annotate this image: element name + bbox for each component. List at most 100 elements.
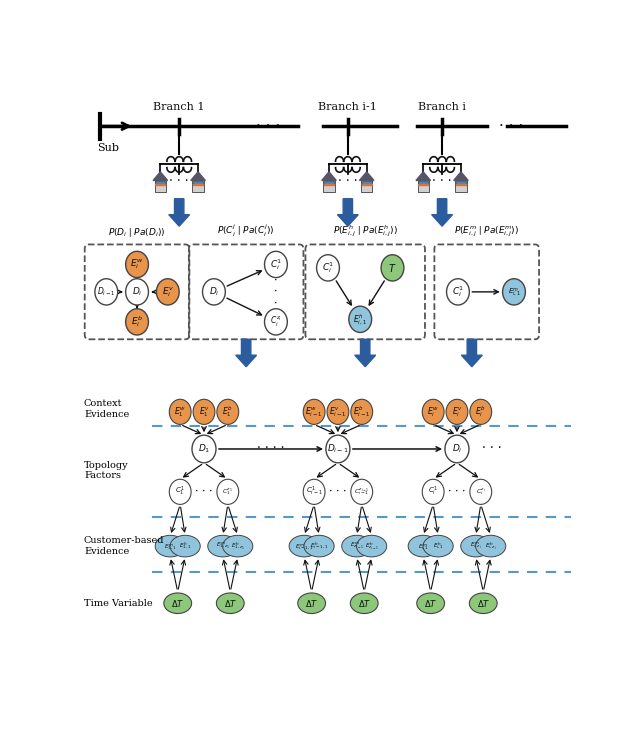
Polygon shape bbox=[324, 184, 334, 185]
Ellipse shape bbox=[417, 593, 445, 614]
Text: $C_i^{z_i}$: $C_i^{z_i}$ bbox=[476, 487, 486, 497]
Text: $E_i^w$: $E_i^w$ bbox=[427, 405, 439, 418]
Text: $E_i^v$: $E_i^v$ bbox=[162, 285, 174, 298]
Bar bbox=[361, 180, 372, 192]
Text: · · ·: · · · bbox=[329, 487, 347, 497]
Text: $E_{i-1}^w$: $E_{i-1}^w$ bbox=[305, 405, 323, 418]
Ellipse shape bbox=[408, 535, 438, 557]
Text: Branch i: Branch i bbox=[418, 102, 466, 112]
Circle shape bbox=[303, 479, 325, 505]
Text: $C_i^1$: $C_i^1$ bbox=[452, 284, 464, 299]
Text: $E_{1,1}^m$: $E_{1,1}^m$ bbox=[164, 542, 177, 551]
Text: $D_{i-1}$: $D_{i-1}$ bbox=[327, 443, 349, 456]
Circle shape bbox=[169, 399, 191, 424]
Text: $E_{i-1}^v$: $E_{i-1}^v$ bbox=[329, 405, 347, 418]
Bar bbox=[156, 181, 165, 185]
Bar bbox=[323, 180, 335, 192]
Circle shape bbox=[193, 399, 215, 424]
Polygon shape bbox=[322, 172, 336, 180]
Text: $E_{i-1,1}^m$: $E_{i-1,1}^m$ bbox=[295, 542, 314, 551]
Text: $\Delta T$: $\Delta T$ bbox=[358, 598, 371, 608]
Ellipse shape bbox=[476, 535, 506, 557]
Text: $E_{z_{i-1}}^m$: $E_{z_{i-1}}^m$ bbox=[350, 541, 364, 551]
Text: Branch i-1: Branch i-1 bbox=[319, 102, 377, 112]
Text: $E_i^b$: $E_i^b$ bbox=[476, 404, 486, 419]
Bar bbox=[362, 181, 372, 185]
Text: $C_i^1$: $C_i^1$ bbox=[428, 485, 438, 499]
Ellipse shape bbox=[423, 535, 453, 557]
Ellipse shape bbox=[356, 535, 387, 557]
Text: $D_i$: $D_i$ bbox=[209, 286, 220, 298]
Text: · · ·: · · · bbox=[432, 175, 452, 188]
Polygon shape bbox=[362, 184, 372, 185]
Text: Context
Evidence: Context Evidence bbox=[84, 399, 129, 418]
Text: $E_{i,1}^h$: $E_{i,1}^h$ bbox=[433, 541, 444, 551]
Circle shape bbox=[422, 399, 444, 424]
Ellipse shape bbox=[164, 593, 191, 614]
Circle shape bbox=[217, 479, 239, 505]
Ellipse shape bbox=[289, 535, 319, 557]
Circle shape bbox=[381, 255, 404, 281]
Circle shape bbox=[125, 252, 148, 278]
Text: $C_{i-1}^1$: $C_{i-1}^1$ bbox=[306, 485, 323, 499]
Circle shape bbox=[264, 309, 287, 335]
Text: $C_1^1$: $C_1^1$ bbox=[175, 485, 185, 499]
Text: $P(E_{i,j}^m\mid Pa(E_{i,j}^m))$: $P(E_{i,j}^m\mid Pa(E_{i,j}^m))$ bbox=[454, 225, 519, 239]
Bar bbox=[193, 181, 203, 185]
Text: · · ·: · · · bbox=[499, 119, 524, 133]
Circle shape bbox=[447, 279, 469, 305]
Text: $P(D_i\mid Pa(D_i))$: $P(D_i\mid Pa(D_i))$ bbox=[108, 226, 166, 239]
FancyArrow shape bbox=[169, 199, 189, 226]
FancyArrow shape bbox=[337, 199, 358, 226]
Polygon shape bbox=[418, 184, 428, 185]
Circle shape bbox=[202, 279, 225, 305]
Circle shape bbox=[422, 479, 444, 505]
Text: $\Delta T$: $\Delta T$ bbox=[305, 598, 318, 608]
Text: $D_i$: $D_i$ bbox=[132, 286, 142, 298]
Text: $E_{i-1}^b$: $E_{i-1}^b$ bbox=[353, 404, 371, 419]
Text: $E_{i,z_i}^m$: $E_{i,z_i}^m$ bbox=[470, 541, 482, 551]
Bar bbox=[456, 181, 466, 185]
Bar bbox=[418, 181, 428, 185]
Ellipse shape bbox=[208, 535, 238, 557]
Circle shape bbox=[326, 435, 350, 463]
Text: $D_1$: $D_1$ bbox=[198, 443, 210, 456]
Text: $E_{z_{i-1}}^h$: $E_{z_{i-1}}^h$ bbox=[365, 540, 378, 552]
Text: · · · ·: · · · · bbox=[257, 442, 285, 456]
Text: · · ·: · · · bbox=[195, 487, 212, 497]
Polygon shape bbox=[360, 172, 374, 180]
FancyArrow shape bbox=[355, 339, 376, 367]
Circle shape bbox=[264, 252, 287, 278]
Circle shape bbox=[470, 399, 492, 424]
Circle shape bbox=[217, 399, 239, 424]
Text: · · ·: · · · bbox=[338, 175, 358, 188]
Ellipse shape bbox=[155, 535, 186, 557]
Text: · · ·: · · · bbox=[170, 175, 189, 188]
Circle shape bbox=[95, 279, 118, 305]
Text: $\Delta T$: $\Delta T$ bbox=[171, 598, 184, 608]
Text: Topology
Factors: Topology Factors bbox=[84, 461, 129, 480]
Text: $E_{i,z_i}^h$: $E_{i,z_i}^h$ bbox=[484, 540, 497, 552]
Circle shape bbox=[351, 479, 372, 505]
Text: $E_1^v$: $E_1^v$ bbox=[198, 405, 209, 418]
Circle shape bbox=[303, 399, 325, 424]
Text: $E_{i,1}^m$: $E_{i,1}^m$ bbox=[418, 542, 429, 551]
Polygon shape bbox=[456, 184, 466, 185]
Text: $E_{1,z_1}^m$: $E_{1,z_1}^m$ bbox=[216, 541, 230, 551]
Text: · · ·: · · · bbox=[482, 442, 502, 456]
Text: $E_i^b$: $E_i^b$ bbox=[131, 315, 143, 329]
Ellipse shape bbox=[469, 593, 497, 614]
Text: $P(C_i^j\mid Pa(C_i^j))$: $P(C_i^j\mid Pa(C_i^j))$ bbox=[218, 223, 275, 239]
Text: ·
·
·: · · · bbox=[274, 275, 278, 309]
Text: · · ·: · · · bbox=[256, 119, 281, 133]
Text: $\Delta T$: $\Delta T$ bbox=[223, 598, 237, 608]
Polygon shape bbox=[191, 172, 205, 180]
Circle shape bbox=[192, 435, 216, 463]
Ellipse shape bbox=[298, 593, 326, 614]
Text: $D_i$: $D_i$ bbox=[452, 443, 462, 456]
Text: $E_{1,1}^h$: $E_{1,1}^h$ bbox=[179, 541, 191, 551]
Bar bbox=[155, 180, 166, 192]
Polygon shape bbox=[156, 184, 165, 185]
Circle shape bbox=[169, 479, 191, 505]
Text: Time Variable: Time Variable bbox=[84, 599, 152, 608]
